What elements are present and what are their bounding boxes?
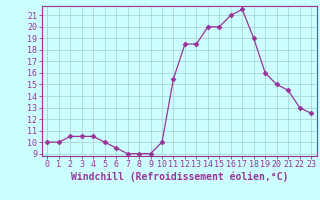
X-axis label: Windchill (Refroidissement éolien,°C): Windchill (Refroidissement éolien,°C) — [70, 172, 288, 182]
